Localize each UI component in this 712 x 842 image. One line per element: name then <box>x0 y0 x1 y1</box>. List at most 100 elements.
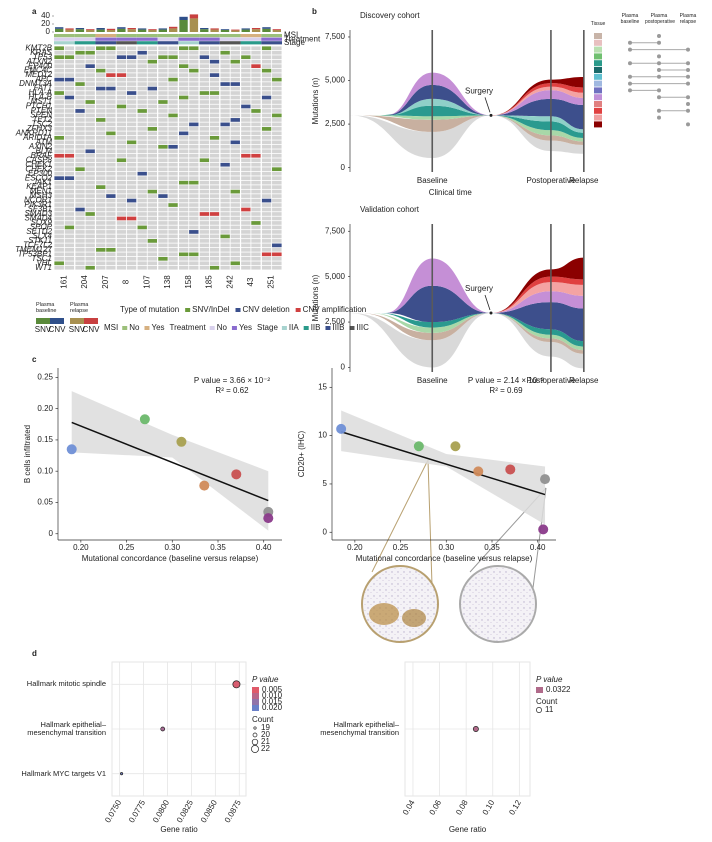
cell-bg <box>272 73 282 77</box>
clone-area <box>491 291 551 313</box>
legend-label: 21 <box>261 737 270 746</box>
cell-bg <box>137 265 147 270</box>
cell-bg <box>137 86 147 91</box>
gene-label: HLA-B <box>28 93 52 102</box>
cell-bg <box>251 216 261 221</box>
legend-label: 20 <box>261 730 270 739</box>
cell-bg <box>178 158 189 163</box>
cell-bg <box>106 144 116 149</box>
legend-label: 11 <box>545 705 554 714</box>
cell-bg <box>178 234 189 239</box>
cell-bg <box>251 180 261 185</box>
set-dot <box>686 74 690 79</box>
cell-bg <box>230 158 241 163</box>
count-bar <box>189 14 199 19</box>
cell-bg <box>106 225 116 230</box>
cell-bg <box>209 68 220 73</box>
cell-bg <box>272 203 282 207</box>
mutation-cell <box>95 68 106 73</box>
cell-bg <box>106 243 116 248</box>
mutation-cell <box>85 149 96 154</box>
y-tick-label: 0.05 <box>37 498 53 507</box>
cell-bg <box>261 265 272 270</box>
cell-bg <box>126 46 137 51</box>
cell-bg <box>64 127 75 131</box>
ihc-insets <box>361 459 547 643</box>
dot <box>160 726 166 732</box>
cell-bg <box>209 185 220 189</box>
cell-bg <box>199 153 210 158</box>
cell-bg <box>261 100 272 104</box>
count-bar <box>189 18 199 32</box>
cell-bg <box>220 189 230 194</box>
cell-bg <box>189 136 199 140</box>
cell-bg <box>220 118 230 122</box>
cell-bg <box>85 176 96 180</box>
cell-bg <box>137 82 147 86</box>
clone-area <box>432 98 491 116</box>
cell-bg <box>178 55 189 60</box>
cell-bg <box>137 113 147 118</box>
cell-bg <box>272 153 282 158</box>
cell-bg <box>261 55 272 60</box>
cell-bg <box>189 261 199 266</box>
cell-bg <box>272 149 282 154</box>
cell-bg <box>54 256 64 261</box>
cell-bg <box>126 122 137 127</box>
cell-bg <box>126 59 137 64</box>
cell-bg <box>220 104 230 109</box>
cell-bg <box>199 122 210 127</box>
mutation-cell <box>158 55 168 60</box>
cell-bg <box>54 248 64 252</box>
cell-bg <box>168 68 178 73</box>
cell-bg <box>75 77 85 82</box>
cell-bg <box>64 234 75 239</box>
cell-bg <box>168 194 178 198</box>
cell-bg <box>147 46 158 51</box>
cell-bg <box>64 68 75 73</box>
legend-swatch <box>231 326 237 330</box>
annotation-cell <box>54 41 75 45</box>
cell-bg <box>240 221 251 225</box>
legend-label: 19 <box>261 723 270 732</box>
cell-bg <box>199 256 210 261</box>
cell-bg <box>54 167 64 172</box>
count-bar <box>55 27 64 29</box>
gene-label: CHEK2 <box>25 164 52 173</box>
cell-bg <box>158 167 168 172</box>
surgery-arrow <box>484 294 491 311</box>
cell-bg <box>126 243 137 248</box>
cell-bg <box>199 221 210 225</box>
cell-bg <box>240 64 251 68</box>
mutation-cell <box>54 153 64 158</box>
cell-bg <box>272 207 282 212</box>
cell-bg <box>240 86 251 91</box>
cell-bg <box>126 136 137 140</box>
clone-area <box>350 115 433 159</box>
cell-bg <box>137 127 147 131</box>
cell-bg <box>137 77 147 82</box>
cell-bg <box>137 234 147 239</box>
cell-bg <box>158 95 168 100</box>
cell-bg <box>106 64 116 68</box>
mutation-cell <box>75 167 85 172</box>
cell-bg <box>64 171 75 176</box>
cell-bg <box>189 100 199 104</box>
cell-bg <box>178 127 189 131</box>
cell-bg <box>199 50 210 55</box>
clone-area <box>491 115 551 152</box>
cell-bg <box>147 68 158 73</box>
cell-bg <box>85 171 96 176</box>
mutation-cell <box>209 265 220 270</box>
mutation-cell <box>199 91 210 95</box>
cell-bg <box>251 265 261 270</box>
cell-bg <box>230 46 241 51</box>
sample-label: 207 <box>101 275 110 289</box>
mutation-cell <box>168 203 178 207</box>
cell-bg <box>199 171 210 176</box>
cell-bg <box>230 95 241 100</box>
cell-bg <box>75 113 85 118</box>
cell-bg <box>230 198 241 203</box>
cell-bg <box>106 100 116 104</box>
